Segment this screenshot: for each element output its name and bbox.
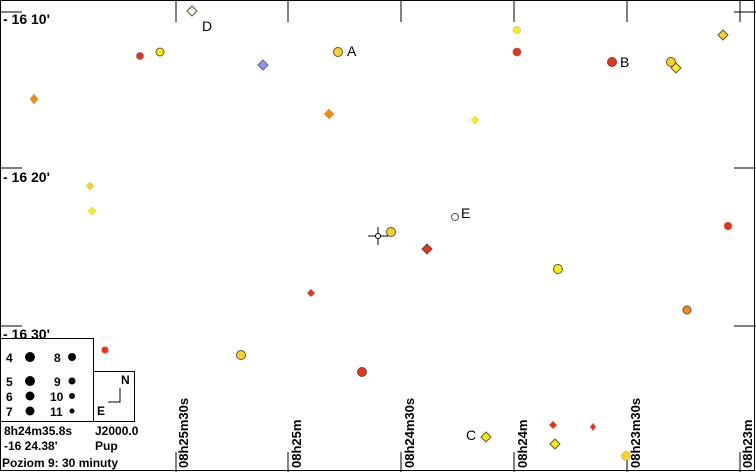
stars bbox=[29, 5, 733, 461]
info-ra: 8h24m35.8s bbox=[4, 424, 72, 438]
star[interactable] bbox=[513, 26, 521, 34]
legend-mag-10: 10 bbox=[50, 390, 64, 404]
ra-label-4: 08h24m bbox=[515, 420, 530, 468]
compass-east: E bbox=[97, 404, 105, 418]
star[interactable] bbox=[85, 181, 95, 191]
star[interactable] bbox=[548, 420, 558, 430]
compass: N E bbox=[93, 371, 135, 422]
bottom-ticks bbox=[175, 452, 741, 472]
star[interactable] bbox=[323, 108, 335, 120]
star[interactable] bbox=[333, 47, 343, 57]
info-level: Poziom 9: 30 minuty bbox=[2, 456, 118, 470]
compass-arrow-icon bbox=[108, 388, 121, 403]
star-label-c: C bbox=[466, 427, 476, 443]
star-label-e: E bbox=[461, 205, 470, 221]
legend-mag-8: 8 bbox=[54, 351, 61, 365]
star[interactable] bbox=[717, 29, 729, 41]
top-ticks bbox=[175, 0, 741, 22]
info-constellation: Pup bbox=[95, 439, 118, 453]
left-ticks bbox=[0, 11, 22, 327]
star[interactable] bbox=[136, 52, 144, 60]
star[interactable] bbox=[236, 350, 246, 360]
star[interactable] bbox=[723, 221, 733, 231]
legend-mag-7: 7 bbox=[6, 405, 13, 419]
info-block: 8h24m35.8s J2000.0 -16 24.38' Pup Poziom… bbox=[2, 424, 139, 470]
star[interactable] bbox=[682, 305, 692, 315]
star[interactable] bbox=[386, 227, 396, 237]
star[interactable] bbox=[666, 57, 676, 67]
star[interactable] bbox=[451, 213, 459, 221]
star[interactable] bbox=[306, 288, 316, 298]
star[interactable] bbox=[549, 438, 561, 450]
star[interactable] bbox=[621, 451, 631, 461]
star[interactable] bbox=[480, 431, 492, 443]
info-dec: -16 24.38' bbox=[4, 439, 58, 453]
star[interactable] bbox=[101, 346, 109, 354]
star[interactable] bbox=[87, 206, 97, 216]
right-ticks bbox=[734, 11, 756, 327]
magnitude-legend: 4 8 5 9 6 10 7 11 bbox=[0, 338, 94, 422]
star-label-a: A bbox=[347, 43, 357, 59]
ra-label-1: 08h25m30s bbox=[176, 398, 191, 468]
star[interactable] bbox=[512, 47, 522, 57]
dec-label-1: - 16 10' bbox=[3, 11, 50, 27]
ra-label-6: 08h23m bbox=[740, 420, 755, 468]
legend-dot-4 bbox=[25, 352, 35, 362]
star[interactable] bbox=[257, 59, 269, 71]
star-label-b: B bbox=[620, 54, 629, 70]
info-epoch: J2000.0 bbox=[95, 424, 139, 438]
ra-label-3: 08h24m30s bbox=[402, 398, 417, 468]
compass-north: N bbox=[121, 373, 130, 387]
legend-dot-5 bbox=[25, 376, 35, 386]
dec-label-2: - 16 20' bbox=[3, 169, 50, 185]
star[interactable] bbox=[670, 62, 682, 74]
legend-mag-11: 11 bbox=[50, 405, 63, 419]
star[interactable] bbox=[186, 5, 198, 17]
legend-mag-6: 6 bbox=[6, 390, 13, 404]
star[interactable] bbox=[155, 47, 165, 57]
legend-dot-11 bbox=[69, 408, 75, 414]
ra-label-5: 08h23m30s bbox=[628, 398, 643, 468]
legend-dot-9 bbox=[68, 377, 76, 385]
star[interactable] bbox=[589, 422, 597, 432]
star[interactable] bbox=[470, 115, 480, 125]
star[interactable] bbox=[553, 264, 563, 274]
legend-mag-4: 4 bbox=[6, 351, 13, 365]
star[interactable] bbox=[421, 243, 433, 255]
legend-mag-5: 5 bbox=[6, 375, 13, 389]
star-label-d: D bbox=[202, 18, 212, 34]
legend-mag-9: 9 bbox=[54, 375, 61, 389]
center-crosshair-icon bbox=[368, 227, 388, 245]
star[interactable] bbox=[29, 93, 39, 105]
legend-dot-8 bbox=[68, 353, 76, 361]
legend-dot-7 bbox=[25, 406, 35, 416]
legend-dot-6 bbox=[25, 391, 35, 401]
star[interactable] bbox=[607, 57, 617, 67]
legend-dot-10 bbox=[69, 393, 75, 399]
star[interactable] bbox=[357, 367, 367, 377]
ra-label-2: 08h25m bbox=[289, 420, 304, 468]
